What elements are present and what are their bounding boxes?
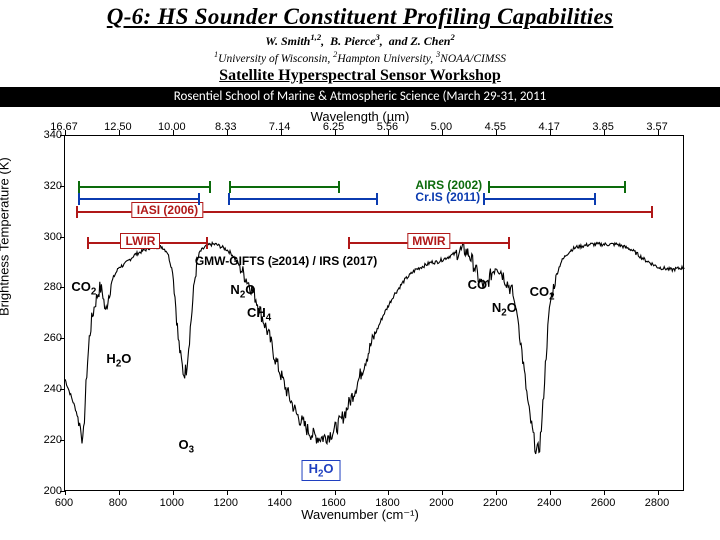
x-axis-label: Wavenumber (cm⁻¹) [301,507,419,523]
species-label: O3 [179,437,195,456]
species-label: CO2 [71,279,96,298]
affiliations-line: 1University of Wisconsin, 2Hampton Unive… [10,50,710,65]
coverage-CrIS [228,198,378,200]
chart-area: Brightness Temperature (K) Wavenumber (c… [0,107,720,525]
xtick-top: 4.17 [538,121,559,133]
spectrum-line [65,135,684,490]
xtick: 1600 [321,497,345,509]
xtick: 1200 [213,497,237,509]
authors-line: W. Smith1,2, B. Pierce3, and Z. Chen2 [10,32,710,49]
ytick: 260 [38,332,62,344]
xtick-top: 3.85 [592,121,613,133]
xtick-top: 8.33 [215,121,236,133]
slide-header: Q-6: HS Sounder Constituent Profiling Ca… [0,0,720,87]
coverage-label-LWIR: LWIR [120,233,160,249]
ytick: 320 [38,180,62,192]
xtick: 2200 [483,497,507,509]
xtick: 2000 [429,497,453,509]
species-label: N2O [492,300,517,319]
coverage-CrIS [78,198,199,200]
xtick: 600 [55,497,73,509]
ytick: 220 [38,434,62,446]
xtick-top: 16.67 [50,121,78,133]
xtick: 2800 [645,497,669,509]
coverage-AIRS [78,186,210,188]
xtick: 800 [109,497,127,509]
species-label: CO [468,277,488,292]
coverage-CrIS [483,198,596,200]
ytick: 240 [38,383,62,395]
slide-title: Q-6: HS Sounder Constituent Profiling Ca… [10,4,710,30]
ytick: 200 [38,485,62,497]
xtick-top: 5.00 [431,121,452,133]
y-axis-label: Brightness Temperature (K) [0,157,12,316]
species-label: CO2 [530,284,555,303]
xtick-top: 7.14 [269,121,290,133]
xtick-top: 12.50 [104,121,132,133]
species-label: N2O [230,282,255,301]
plot-box: AIRS (2002)IASI (2006)Cr.IS (2011)LWIRMW… [64,135,684,491]
xtick-top: 3.57 [646,121,667,133]
ytick: 300 [38,231,62,243]
workshop-title: Satellite Hyperspectral Sensor Workshop [10,67,710,85]
xtick: 1800 [375,497,399,509]
legend-CrIS: Cr.IS (2011) [415,190,480,204]
xtick: 1400 [267,497,291,509]
xtick-top: 6.25 [323,121,344,133]
coverage-AIRS [488,186,625,188]
xtick: 2400 [537,497,561,509]
xtick: 1000 [160,497,184,509]
coverage-label-GIFTS: GMW-GIFTS (≥2014) / IRS (2017) [195,254,377,268]
coverage-label-IASI: IASI (2006) [132,202,203,218]
xtick: 2600 [591,497,615,509]
species-label: H2O [302,460,341,481]
species-label: CH4 [247,305,271,324]
xtick-top: 5.56 [377,121,398,133]
xtick-top: 10.00 [158,121,186,133]
coverage-AIRS [229,186,340,188]
species-label: H2O [106,351,131,370]
venue-bar: Rosentiel School of Marine & Atmospheric… [0,87,720,107]
coverage-label-MWIR: MWIR [407,233,450,249]
xtick-top: 4.55 [485,121,506,133]
ytick: 280 [38,281,62,293]
